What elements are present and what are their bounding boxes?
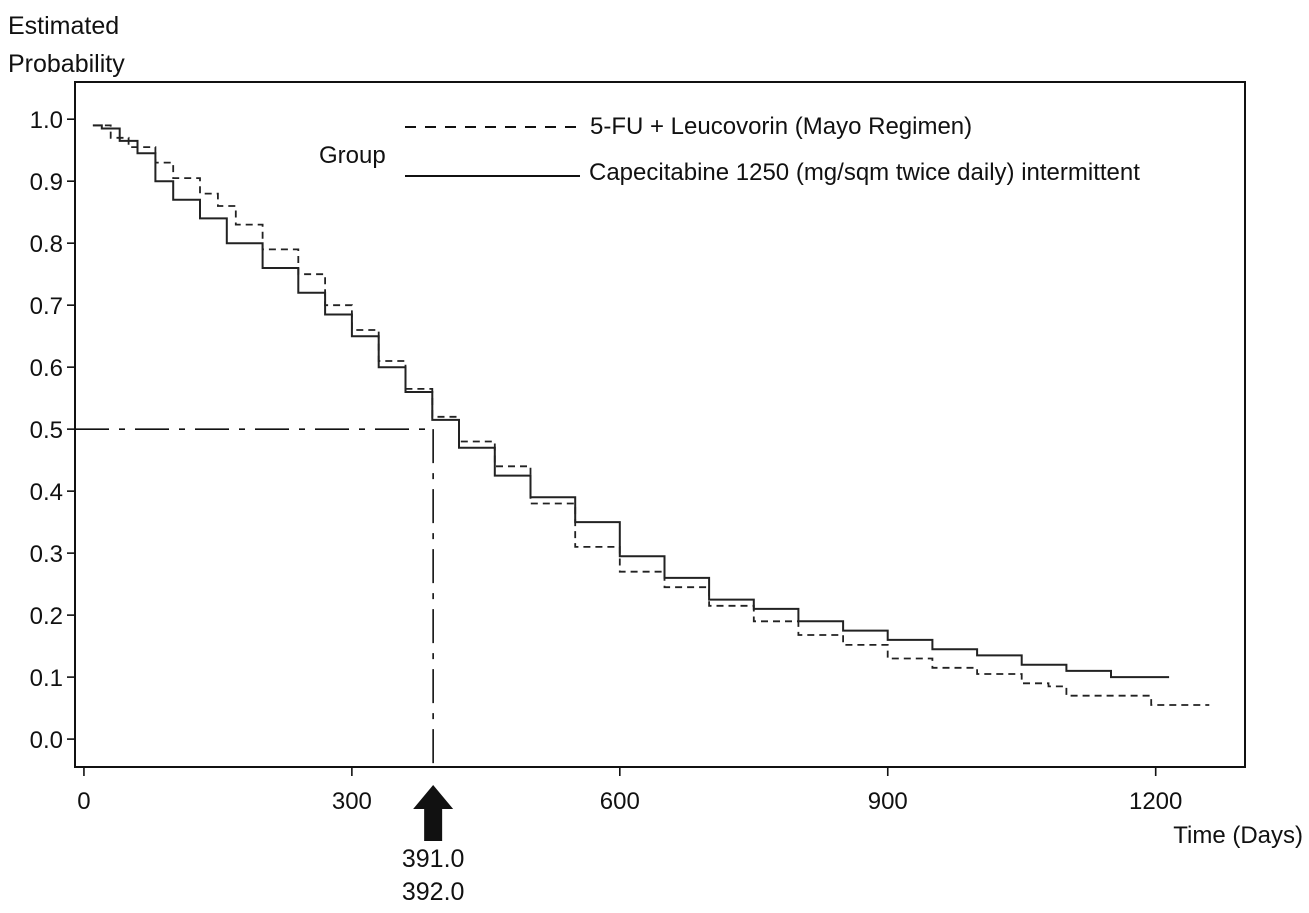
- y-tick-label: 0.3: [30, 541, 63, 568]
- plot-frame: [74, 81, 1246, 768]
- legend-title: Group: [319, 142, 386, 169]
- y-tick-label: 0.0: [30, 727, 63, 754]
- median-annotation-2: 392.0: [402, 878, 465, 906]
- y-tick-label: 0.6: [30, 355, 63, 382]
- y-tick-label: 0.4: [30, 479, 63, 506]
- legend-entry-5fu-leucovorin: 5-FU + Leucovorin (Mayo Regimen): [590, 113, 972, 140]
- median-annotation-1: 391.0: [402, 845, 465, 873]
- y-axis-label-line-1: Estimated: [8, 12, 119, 40]
- x-tick-label: 0: [77, 788, 90, 815]
- y-tick-label: 1.0: [30, 107, 63, 134]
- x-tick-label: 1200: [1129, 788, 1182, 815]
- y-tick-label: 0.5: [30, 417, 63, 444]
- median-arrow-icon: [413, 785, 454, 841]
- y-tick-label: 0.7: [30, 293, 63, 320]
- x-tick-label: 300: [332, 788, 372, 815]
- legend-entry-capecitabine: Capecitabine 1250 (mg/sqm twice daily) i…: [589, 159, 1140, 186]
- x-tick-label: 600: [600, 788, 640, 815]
- x-axis-label: Time (Days): [1173, 822, 1303, 849]
- y-tick-label: 0.9: [30, 169, 63, 196]
- x-tick-label: 900: [868, 788, 908, 815]
- y-axis-label-line-2: Probability: [8, 50, 125, 78]
- legend: Group 5-FU + Leucovorin (Mayo Regimen) C…: [319, 113, 1140, 186]
- series-line-5fu-leucovorin: [92, 124, 1210, 706]
- y-ticks: 0.0 0.1 0.2 0.3 0.4 0.5 0.6 0.7 0.8 0.9 1.0: [30, 107, 75, 754]
- y-tick-label: 0.2: [30, 603, 63, 630]
- y-tick-label: 0.1: [30, 665, 63, 692]
- y-tick-label: 0.8: [30, 231, 63, 258]
- series-line-capecitabine: [92, 124, 1170, 679]
- x-ticks: 030060090012001500: [77, 767, 1182, 815]
